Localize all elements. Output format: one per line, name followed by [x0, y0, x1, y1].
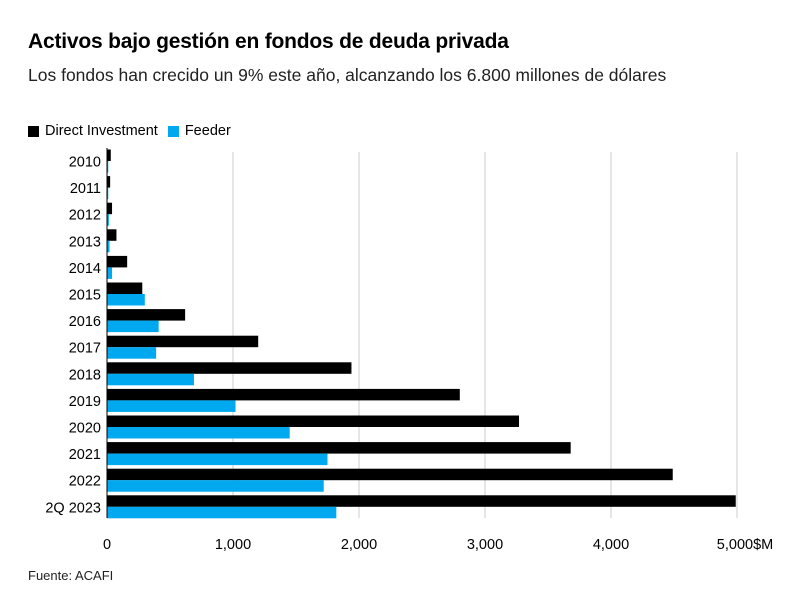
bar-feeder [107, 321, 159, 333]
y-category-label: 2010 [69, 155, 101, 171]
y-category-label: 2015 [69, 288, 101, 304]
y-category-label: 2019 [69, 394, 101, 410]
x-tick-label: 2,000 [341, 537, 377, 553]
y-category-label: 2Q 2023 [45, 500, 101, 516]
bar-feeder [107, 507, 336, 519]
bar-direct [107, 495, 736, 507]
y-category-label: 2021 [69, 447, 101, 463]
source-note: Fuente: ACAFI [28, 568, 113, 583]
bar-feeder [107, 480, 324, 492]
bar-direct [107, 256, 127, 268]
y-category-label: 2018 [69, 367, 101, 383]
y-category-label: 2012 [69, 208, 101, 224]
bar-feeder [107, 267, 112, 279]
x-tick-label: 0 [103, 537, 111, 553]
bar-direct [107, 150, 111, 162]
bar-direct [107, 229, 116, 241]
y-category-label: 2020 [69, 421, 101, 437]
bar-feeder [107, 400, 236, 412]
y-category-label: 2022 [69, 474, 101, 490]
y-category-label: 2017 [69, 341, 101, 357]
x-tick-label: 4,000 [593, 537, 629, 553]
y-category-label: 2013 [69, 234, 101, 250]
bar-direct [107, 389, 460, 401]
bar-direct [107, 442, 571, 454]
x-tick-label: 1,000 [215, 537, 251, 553]
bar-direct [107, 309, 185, 321]
bar-direct [107, 362, 351, 374]
x-tick-label: 5,000$M [717, 537, 773, 553]
y-category-label: 2011 [70, 181, 101, 197]
bar-feeder [107, 347, 156, 359]
bar-direct [107, 416, 519, 428]
bar-feeder [107, 294, 145, 306]
bar-feeder [107, 374, 194, 386]
bar-chart: 0 1,000 2,000 3,000 4,000 5,000$M 2010 2011 2012… [0, 0, 794, 608]
bar-feeder [107, 427, 290, 439]
bar-feeder [107, 454, 328, 466]
y-category-label: 2014 [69, 261, 101, 277]
bar-direct [107, 283, 142, 295]
x-tick-label: 3,000 [467, 537, 503, 553]
bar-direct [107, 203, 112, 215]
bar-direct [107, 336, 258, 348]
bar-direct [107, 469, 673, 481]
y-category-label: 2016 [69, 314, 101, 330]
